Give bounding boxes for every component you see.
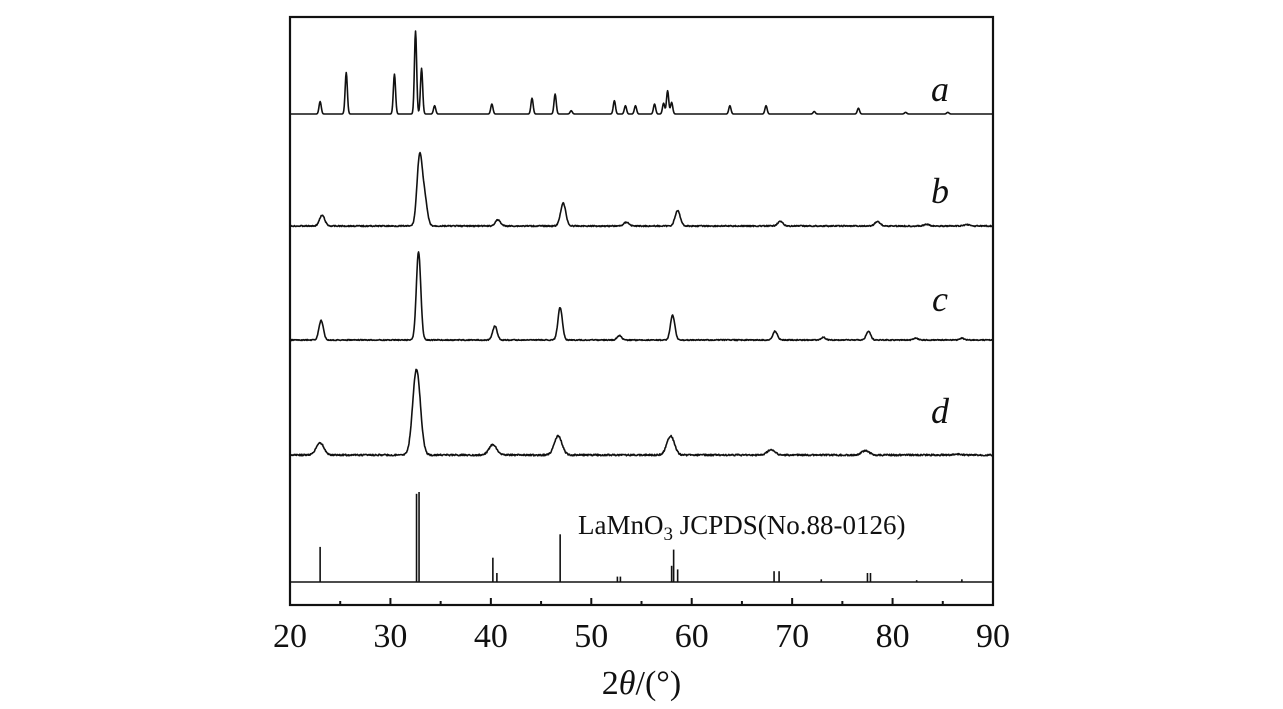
x-tick-label-20: 20 xyxy=(273,618,307,655)
series-traces xyxy=(289,30,994,457)
x-axis-label-unit: /(°) xyxy=(636,665,682,702)
x-tick-label-70: 70 xyxy=(775,618,809,655)
reference-label-main: LaMnO xyxy=(578,510,663,540)
reference-pattern xyxy=(290,492,993,583)
series-label-b: b xyxy=(931,171,949,211)
reference-label: LaMnO3 JCPDS(No.88-0126) xyxy=(578,510,906,545)
trace-d xyxy=(289,368,994,457)
x-tick-label-40: 40 xyxy=(474,618,508,655)
reference-label-subscript: 3 xyxy=(663,524,673,545)
series-label-d: d xyxy=(931,391,950,431)
x-tick-label-50: 50 xyxy=(574,618,608,655)
trace-b xyxy=(289,151,994,228)
x-axis-label: 2θ/(°) xyxy=(602,665,681,702)
x-axis: 20 30 40 50 60 70 80 90 xyxy=(273,598,1010,655)
x-tick-label-30: 30 xyxy=(373,618,407,655)
trace-a xyxy=(289,30,994,115)
trace-c xyxy=(289,251,994,342)
x-tick-label-90: 90 xyxy=(976,618,1010,655)
x-tick-label-80: 80 xyxy=(876,618,910,655)
x-tick-label-60: 60 xyxy=(675,618,709,655)
series-labels: a b c d xyxy=(931,69,950,431)
series-label-c: c xyxy=(932,279,948,319)
reference-label-rest: JCPDS(No.88-0126) xyxy=(673,510,906,540)
x-axis-label-prefix: 2 xyxy=(602,665,619,702)
x-axis-label-theta: θ xyxy=(619,665,636,702)
series-label-a: a xyxy=(931,69,949,109)
